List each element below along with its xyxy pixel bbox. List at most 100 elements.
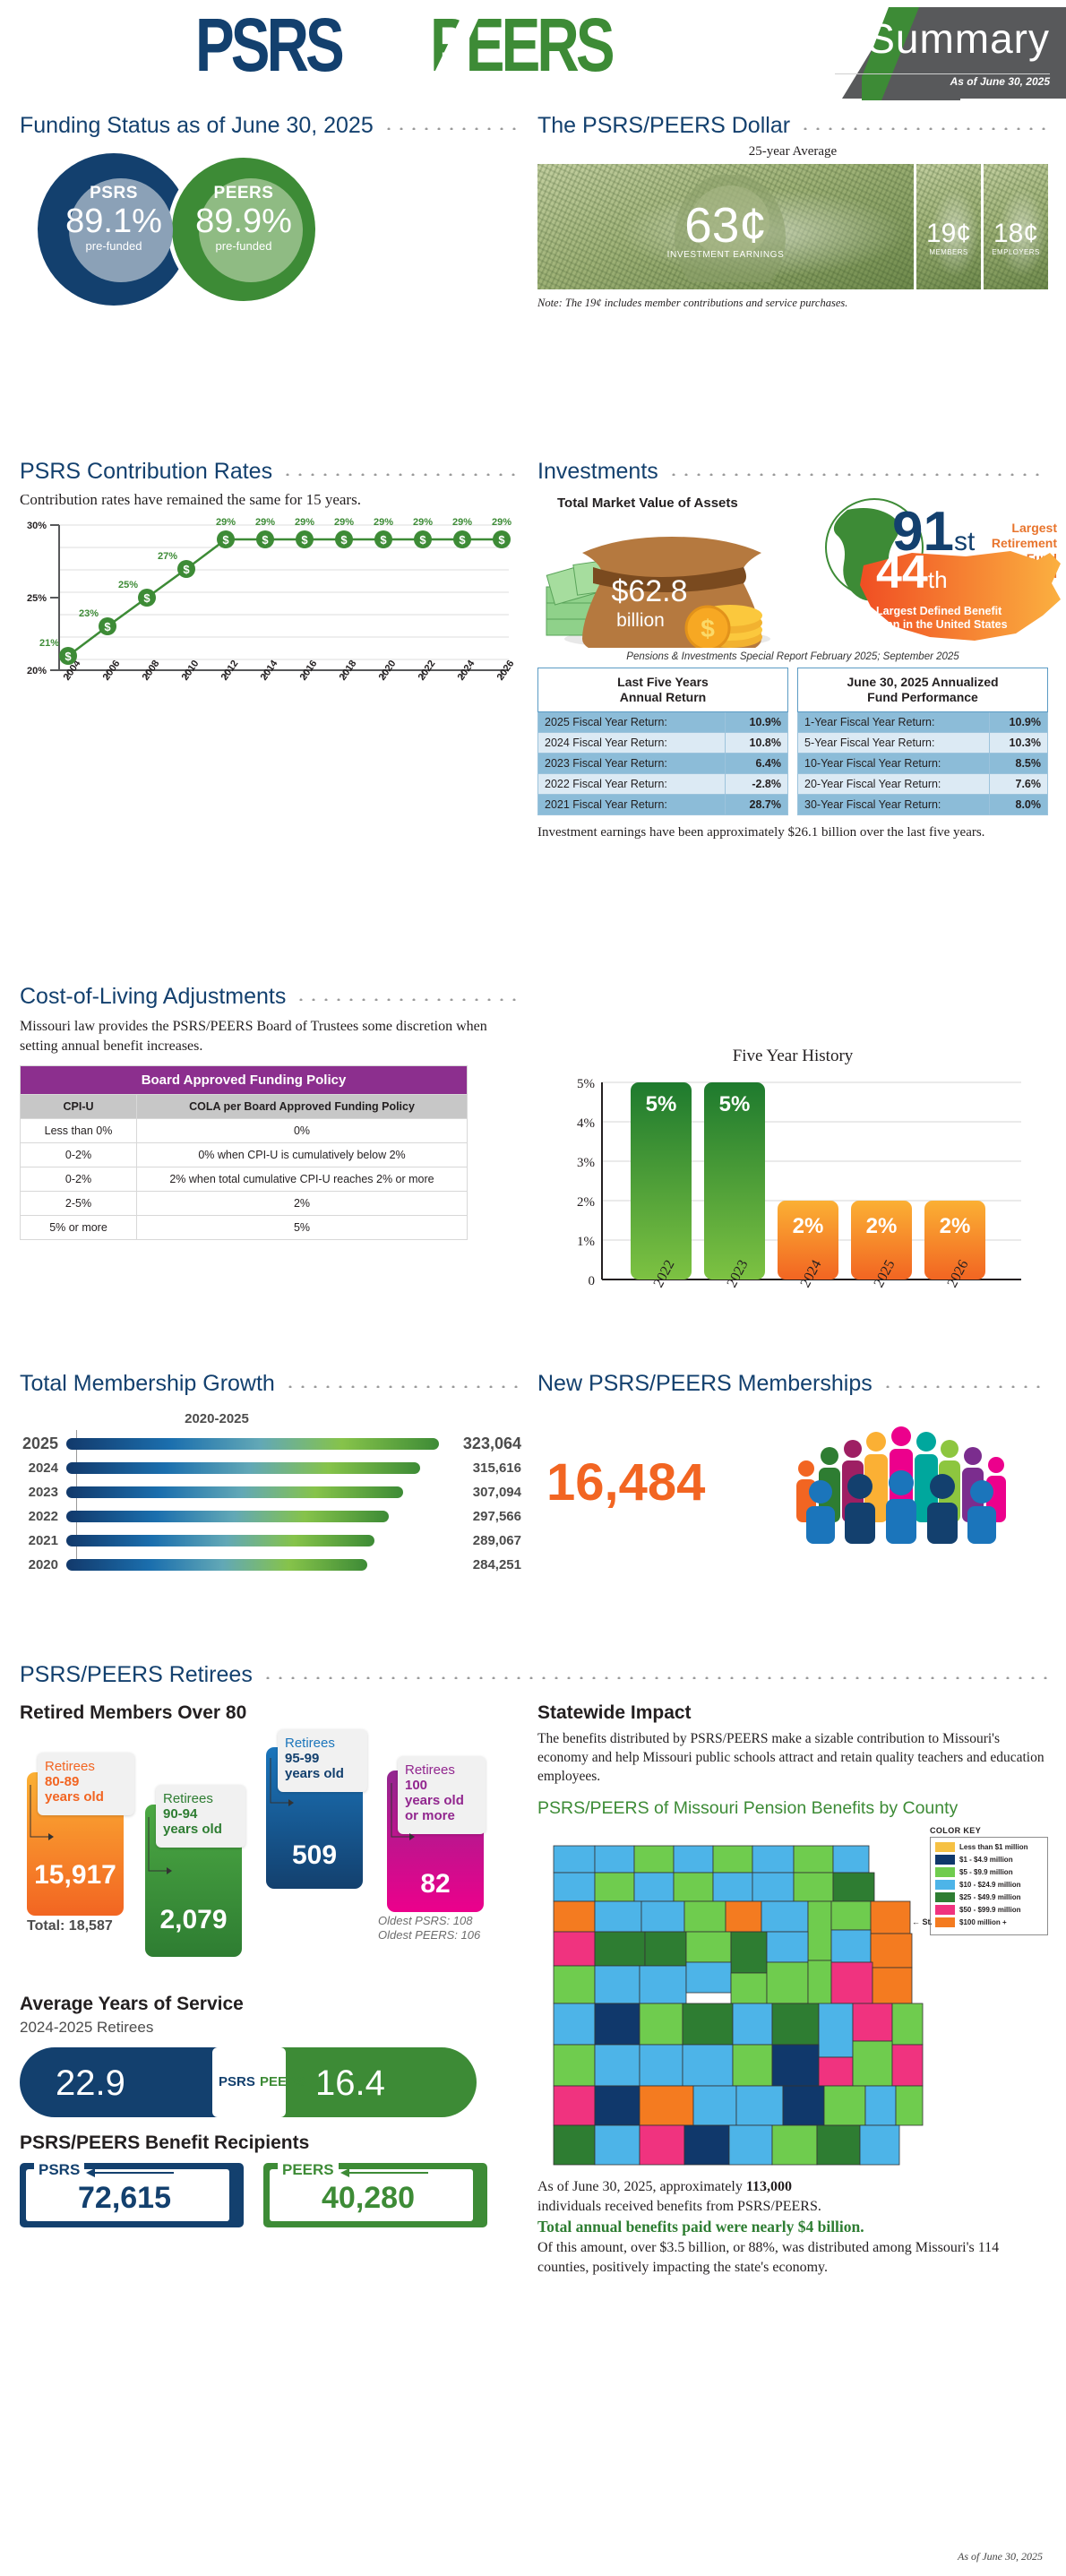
membership-value: 315,616 bbox=[472, 1460, 521, 1476]
investments-heading-text: Investments bbox=[537, 459, 658, 484]
dollar-investment-value: 63¢ bbox=[684, 197, 767, 253]
svg-text:2%: 2% bbox=[940, 1214, 971, 1238]
years-of-service-sub: 2024-2025 Retirees bbox=[20, 2019, 154, 2036]
cola-cell: 0% bbox=[136, 1118, 468, 1143]
key-label: $10 - $24.9 million bbox=[959, 1881, 1021, 1889]
new-memberships-heading: New PSRS/PEERS Memberships bbox=[537, 1371, 1048, 1397]
psrs-prefunded-caption: pre-funded bbox=[85, 239, 142, 253]
dollar-employers-value-wrap: 18¢ EMPLOYERS bbox=[984, 220, 1048, 257]
statewide-line3: Total annual benefits paid were nearly $… bbox=[537, 2218, 864, 2236]
svg-text:29%: 29% bbox=[255, 518, 275, 528]
retired-over-80-section: Retired Members Over 80 15,917 Retirees … bbox=[20, 1702, 521, 1957]
peers-recipients-label: PEERS bbox=[278, 2161, 339, 2179]
psrs-inner-circle bbox=[69, 178, 173, 282]
peers-yos-value: 16.4 bbox=[315, 2063, 385, 2103]
table-row: 1-Year Fiscal Year Return: 10.9% bbox=[796, 711, 1048, 733]
table-row: 5% or more 5% bbox=[20, 1215, 468, 1240]
membership-value: 284,251 bbox=[472, 1556, 521, 1572]
cola-cell: 5% bbox=[136, 1215, 468, 1240]
svg-text:29%: 29% bbox=[492, 518, 512, 528]
svg-text:29%: 29% bbox=[452, 518, 472, 528]
dollar-heading-text: The PSRS/PEERS Dollar bbox=[537, 113, 791, 138]
table-row: 5-Year Fiscal Year Return: 10.3% bbox=[796, 732, 1048, 754]
list-item: 2024 315,616 bbox=[20, 1458, 521, 1478]
row-value: 10.3% bbox=[989, 732, 1048, 754]
us-rank-suffix: th bbox=[927, 566, 948, 593]
dollar-employers-label: EMPLOYERS bbox=[992, 248, 1040, 256]
funding-circles: PSRS 89.1% pre-funded PEERS 89.9% pre-fu… bbox=[20, 153, 521, 306]
membership-heading-text: Total Membership Growth bbox=[20, 1371, 275, 1396]
us-rank-caption: Largest Defined Benefit Plan in the Unit… bbox=[876, 605, 1008, 631]
membership-value: 307,094 bbox=[472, 1484, 521, 1500]
list-item: $5 - $9.9 million bbox=[935, 1867, 1043, 1877]
map-title: PSRS/PEERS of Missouri Pension Benefits … bbox=[537, 1798, 959, 1818]
five-year-history-section: Five Year History 5% 4% 3% 2% 1% 0 bbox=[537, 1047, 1048, 1316]
contribution-heading-text: PSRS Contribution Rates bbox=[20, 459, 273, 484]
funding-status-section: Funding Status as of June 30, 2025 PSRS … bbox=[20, 113, 521, 306]
contribution-heading: PSRS Contribution Rates bbox=[20, 459, 521, 485]
membership-year: 2022 bbox=[28, 1508, 58, 1524]
dollar-investment-label: INVESTMENT EARNINGS bbox=[666, 250, 785, 260]
list-item: Less than $1 million bbox=[935, 1842, 1043, 1852]
membership-value: 323,064 bbox=[462, 1434, 521, 1452]
svg-text:21%: 21% bbox=[39, 638, 59, 649]
us-rank-number: 44 bbox=[876, 547, 928, 599]
tmv-title: Total Market Value of Assets bbox=[557, 495, 738, 511]
membership-year: 2024 bbox=[28, 1460, 58, 1476]
heading-dots bbox=[295, 998, 521, 1001]
yos-divider bbox=[212, 2047, 286, 2117]
svg-text:$: $ bbox=[183, 563, 190, 576]
psrs-percent: 89.1% bbox=[65, 202, 162, 240]
benefit-recipients-section: PSRS/PEERS Benefit Recipients PSRS 72,61… bbox=[20, 2132, 521, 2227]
retiree-value-95-99: 509 bbox=[291, 1840, 338, 1870]
cpi-cell: 0-2% bbox=[20, 1142, 137, 1167]
return-tables: Last Five Years Annual Return 2025 Fisca… bbox=[537, 668, 1048, 815]
svg-text:4%: 4% bbox=[577, 1116, 595, 1131]
new-memberships-section: New PSRS/PEERS Memberships 16,484 bbox=[537, 1371, 1048, 1553]
key-label: $50 - $99.9 million bbox=[959, 1906, 1021, 1914]
svg-text:$: $ bbox=[701, 615, 715, 642]
cpi-cell: 5% or more bbox=[20, 1215, 137, 1240]
callout-title: Retirees bbox=[45, 1759, 95, 1774]
peers-inner-circle bbox=[199, 178, 303, 282]
row-value: 10.9% bbox=[989, 711, 1048, 733]
key-swatch bbox=[935, 1917, 955, 1927]
table-row: 2025 Fiscal Year Return: 10.9% bbox=[537, 711, 788, 733]
callout-body: 90-94 years old bbox=[163, 1806, 222, 1837]
retiree-callout-90-94: Retirees 90-94 years old bbox=[156, 1785, 245, 1848]
svg-text:$: $ bbox=[340, 533, 348, 547]
key-label: $100 million + bbox=[959, 1918, 1007, 1926]
world-rank-number: 91 bbox=[892, 501, 954, 563]
dollar-panel-employers: 18¢ EMPLOYERS bbox=[984, 164, 1048, 289]
color-key-title: COLOR KEY bbox=[930, 1826, 982, 1835]
logo-psrs-text: PSRS bbox=[195, 3, 345, 87]
key-label: Less than $1 million bbox=[959, 1843, 1028, 1851]
cola-paragraph: Missouri law provides the PSRS/PEERS Boa… bbox=[20, 1019, 487, 1054]
st-louis-city-callout: ← St. Louis City bbox=[912, 1917, 932, 1926]
membership-range-label: 2020-2025 bbox=[185, 1411, 249, 1426]
psrs-funding-label: PSRS 89.1% pre-funded bbox=[38, 184, 190, 253]
callout-arrow-icon bbox=[27, 1781, 54, 1846]
dollar-members-value: 19¢ bbox=[925, 219, 972, 248]
people-group-icon bbox=[796, 1426, 1006, 1544]
peers-recipients-card: PEERS 40,280 bbox=[263, 2161, 487, 2227]
world-rank: 91st bbox=[892, 504, 975, 560]
contribution-line-chart: 30% 25% 20% 2004 2006 2008 2010 2012 201… bbox=[27, 517, 517, 683]
row-value: 8.0% bbox=[989, 794, 1048, 815]
psrs-recipients-card: PSRS 72,615 bbox=[20, 2161, 244, 2227]
retiree-callout-80-89: Retirees 80-89 years old bbox=[38, 1753, 134, 1815]
retired-over-80-subheading: Retired Members Over 80 bbox=[20, 1702, 247, 1723]
investments-graphics: Total Market Value of Assets bbox=[537, 495, 1061, 648]
annualized-performance-table: June 30, 2025 Annualized Fund Performanc… bbox=[796, 668, 1048, 815]
table-row: 2021 Fiscal Year Return: 28.7% bbox=[537, 794, 788, 815]
callout-arrow-icon bbox=[267, 1754, 294, 1814]
dollar-bill-texture bbox=[984, 164, 1048, 289]
psrs-arrow-icon bbox=[86, 2168, 174, 2177]
membership-bar bbox=[66, 1461, 421, 1474]
psrs-recipients-value: 72,615 bbox=[78, 2181, 171, 2215]
callout-title: Retirees bbox=[405, 1762, 455, 1778]
svg-text:1%: 1% bbox=[577, 1235, 595, 1249]
investments-heading: Investments bbox=[537, 459, 1048, 485]
retiree-cards: 15,917 Retirees 80-89 years old Total: 1… bbox=[20, 1729, 521, 1957]
funding-status-heading: Funding Status as of June 30, 2025 bbox=[20, 113, 521, 139]
